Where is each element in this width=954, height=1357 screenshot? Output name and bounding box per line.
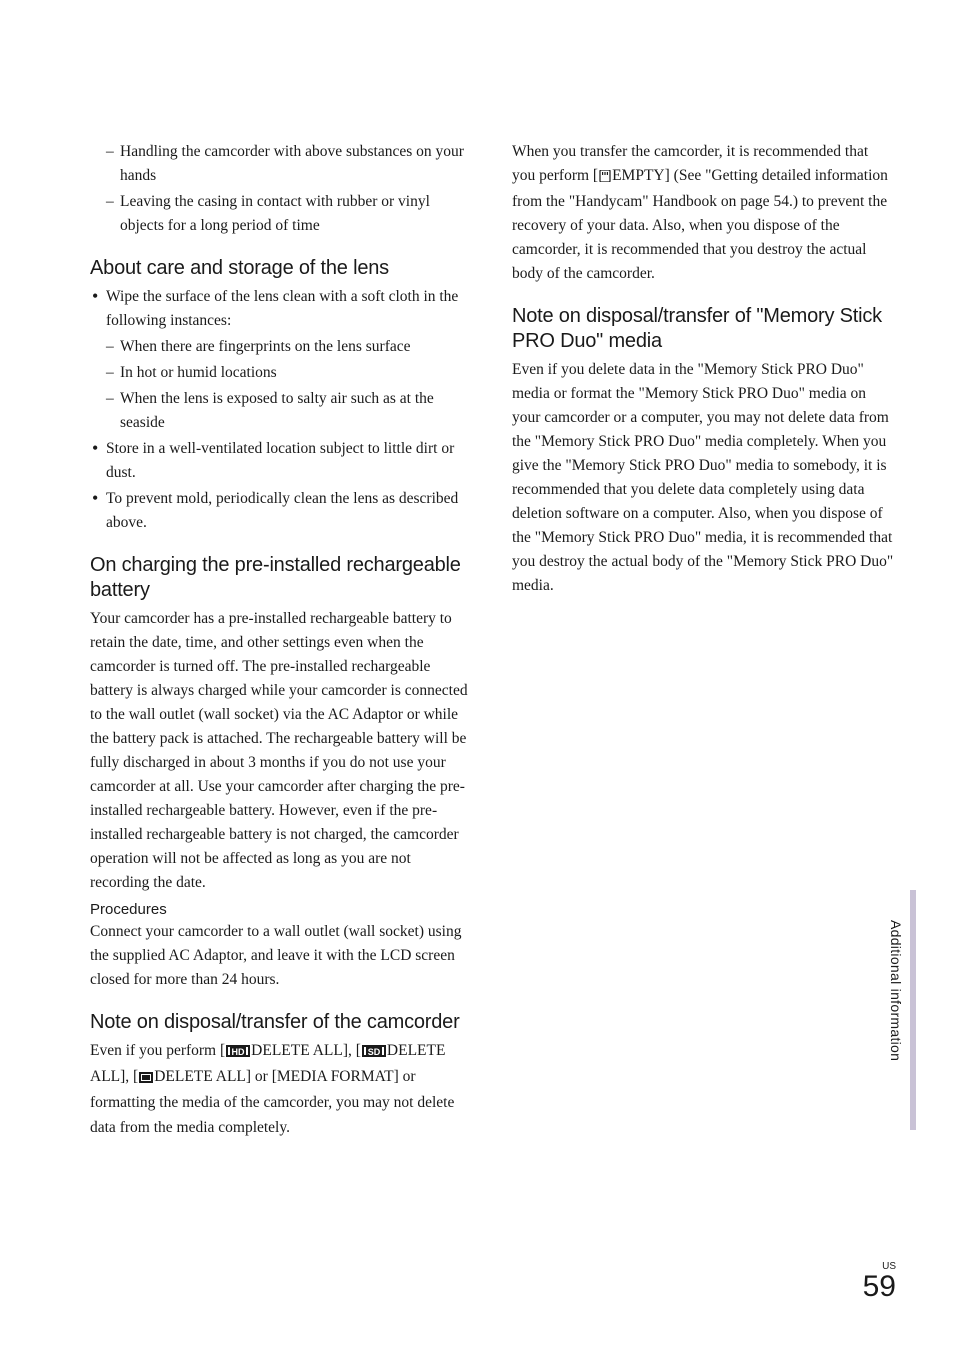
- right-column: When you transfer the camcorder, it is r…: [512, 140, 894, 1140]
- side-accent-bar: [910, 890, 916, 1130]
- ms-body: Even if you delete data in the "Memory S…: [512, 358, 894, 598]
- left-column: Handling the camcorder with above substa…: [90, 140, 472, 1140]
- intro-sub-1: Handling the camcorder with above substa…: [90, 140, 472, 188]
- page-number-block: US 59: [863, 1262, 896, 1302]
- procedures-body: Connect your camcorder to a wall outlet …: [90, 920, 472, 992]
- disposal-heading: Note on disposal/transfer of the camcord…: [90, 1010, 472, 1035]
- intro-sub-2: Leaving the casing in contact with rubbe…: [90, 190, 472, 238]
- disposal-body: Even if you perform [HDDELETE ALL], [SDD…: [90, 1039, 472, 1139]
- charge-body: Your camcorder has a pre-installed recha…: [90, 607, 472, 895]
- lens-bullet-3: To prevent mold, periodically clean the …: [90, 487, 472, 535]
- hd-icon: HD: [226, 1041, 250, 1065]
- disposal-mid1: DELETE ALL], [: [251, 1042, 361, 1059]
- svg-text:HD: HD: [232, 1047, 245, 1057]
- disposal-pre: Even if you perform [: [90, 1042, 225, 1059]
- svg-text:SD: SD: [368, 1047, 381, 1057]
- side-section-label: Additional information: [888, 920, 904, 1061]
- page-number: 59: [863, 1270, 896, 1303]
- sd-icon: SD: [362, 1041, 386, 1065]
- charge-heading: On charging the pre-installed rechargeab…: [90, 553, 472, 603]
- lens-heading: About care and storage of the lens: [90, 256, 472, 281]
- transfer-post: EMPTY] (See "Getting detailed informatio…: [512, 167, 888, 282]
- photo-icon: [139, 1067, 153, 1091]
- page-content: Handling the camcorder with above substa…: [0, 0, 954, 1200]
- media-icon: [599, 166, 611, 190]
- ms-heading: Note on disposal/transfer of "Memory Sti…: [512, 304, 894, 354]
- transfer-body: When you transfer the camcorder, it is r…: [512, 140, 894, 286]
- procedures-heading: Procedures: [90, 901, 472, 918]
- lens-sub-1: When there are fingerprints on the lens …: [90, 335, 472, 359]
- lens-bullet-2: Store in a well-ventilated location subj…: [90, 437, 472, 485]
- lens-sub-3: When the lens is exposed to salty air su…: [90, 387, 472, 435]
- lens-bullet-1: Wipe the surface of the lens clean with …: [90, 285, 472, 333]
- lens-sub-2: In hot or humid locations: [90, 361, 472, 385]
